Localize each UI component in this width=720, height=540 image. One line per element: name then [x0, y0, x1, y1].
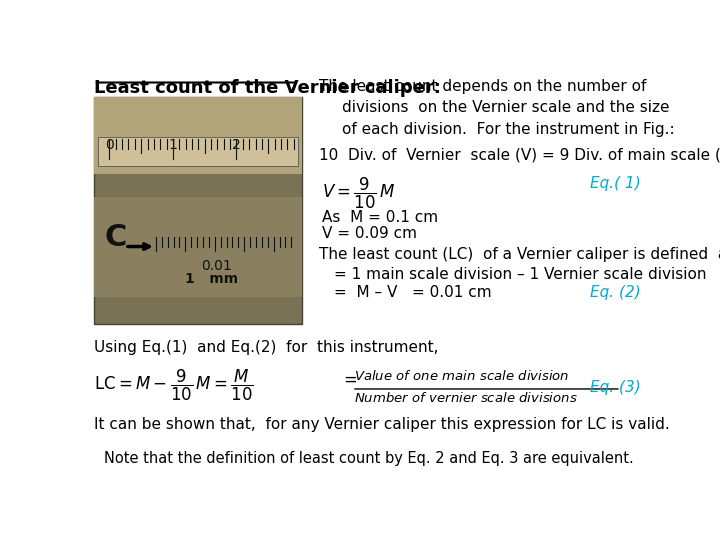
Text: Note that the definition of least count by Eq. 2 and Eq. 3 are equivalent.: Note that the definition of least count …	[104, 451, 634, 467]
Text: 1   mm: 1 mm	[185, 272, 238, 286]
Text: $V = \dfrac{9}{10}\, M$: $V = \dfrac{9}{10}\, M$	[323, 176, 396, 211]
Bar	[94, 97, 302, 325]
Text: V = 0.09 cm: V = 0.09 cm	[323, 226, 418, 241]
Text: $=$: $=$	[341, 370, 358, 388]
Text: 2: 2	[232, 138, 241, 152]
Text: It can be shown that,  for any Vernier caliper this expression for LC is valid.: It can be shown that, for any Vernier ca…	[94, 417, 670, 433]
Text: The least count (LC)  of a Vernier caliper is defined  as: The least count (LC) of a Vernier calipe…	[319, 247, 720, 261]
Text: C: C	[104, 223, 127, 252]
Text: Eq.( 1): Eq.( 1)	[590, 176, 640, 191]
Text: of each division.  For the instrument in Fig.:: of each division. For the instrument in …	[342, 122, 675, 137]
Text: 1: 1	[168, 138, 177, 152]
Bar	[98, 137, 297, 166]
Text: Using Eq.(1)  and Eq.(2)  for  this instrument,: Using Eq.(1) and Eq.(2) for this instrum…	[94, 340, 438, 355]
Text: 10  Div. of  Vernier  scale (V) = 9 Div. of main scale (M): 10 Div. of Vernier scale (V) = 9 Div. of…	[319, 148, 720, 163]
Bar	[94, 97, 302, 174]
Text: Eq. (2): Eq. (2)	[590, 285, 640, 300]
Text: $\mathit{Value\ of\ one\ main\ scale\ division}$: $\mathit{Value\ of\ one\ main\ scale\ di…	[354, 369, 569, 383]
Text: 0.01: 0.01	[201, 259, 232, 273]
Text: $\mathrm{LC} = M - \dfrac{9}{10}\,M = \dfrac{M}{10}$: $\mathrm{LC} = M - \dfrac{9}{10}\,M = \d…	[94, 367, 253, 403]
Text: 0: 0	[105, 138, 114, 152]
Text: Eq. (3): Eq. (3)	[590, 380, 640, 395]
Text: $\mathit{Number\ of\ vernier\ scale\ divisions}$: $\mathit{Number\ of\ vernier\ scale\ div…	[354, 390, 577, 404]
Text: The least count depends on the number of: The least count depends on the number of	[319, 79, 646, 93]
Text: =  M – V   = 0.01 cm: = M – V = 0.01 cm	[334, 285, 492, 300]
Text: As  M = 0.1 cm: As M = 0.1 cm	[323, 210, 438, 225]
Bar	[94, 197, 302, 298]
Text: Least count of the Vernier caliper:: Least count of the Vernier caliper:	[94, 79, 441, 97]
Text: divisions  on the Vernier scale and the size: divisions on the Vernier scale and the s…	[342, 100, 670, 115]
Text: = 1 main scale division – 1 Vernier scale division: = 1 main scale division – 1 Vernier scal…	[334, 267, 706, 281]
